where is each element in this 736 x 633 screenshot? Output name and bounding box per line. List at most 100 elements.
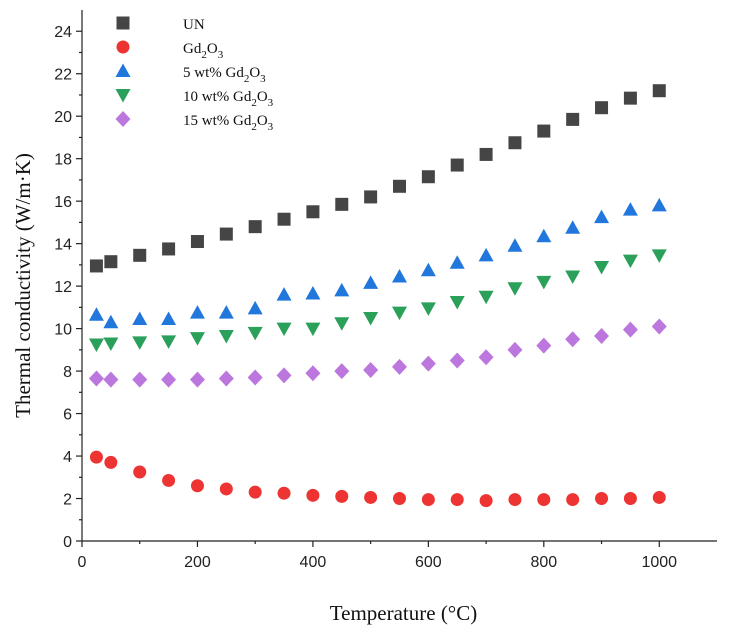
data-point <box>248 220 262 234</box>
data-point <box>537 124 551 138</box>
data-point <box>189 371 205 388</box>
data-point <box>536 337 552 354</box>
series-2 <box>88 197 667 329</box>
legend-text: 10 wt% Gd <box>183 89 252 105</box>
data-point <box>651 318 667 335</box>
data-point <box>305 322 321 337</box>
y-tick-label: 14 <box>54 237 72 254</box>
data-point <box>622 254 638 269</box>
x-tick-label: 0 <box>78 554 87 571</box>
data-point <box>566 493 580 507</box>
y-tick-label: 24 <box>54 24 72 41</box>
legend-text: UN <box>183 17 205 33</box>
legend-text: O <box>207 41 218 57</box>
legend-subscript: 3 <box>260 73 266 85</box>
y-tick-label: 22 <box>54 67 72 84</box>
series-0 <box>89 84 666 273</box>
data-point <box>306 205 320 219</box>
data-point <box>190 479 204 493</box>
data-point <box>161 311 177 326</box>
y-tick-label: 4 <box>63 449 72 466</box>
series-3 <box>88 249 667 353</box>
data-point <box>507 282 523 296</box>
data-point <box>393 179 406 193</box>
data-point <box>565 220 581 234</box>
legend-label: 10 wt% Gd2O3 <box>183 89 274 109</box>
data-point <box>276 322 292 337</box>
data-point <box>162 242 176 256</box>
data-point <box>623 91 637 105</box>
data-point <box>161 335 177 349</box>
data-point <box>218 330 234 344</box>
data-point <box>132 336 148 350</box>
data-point <box>276 287 292 301</box>
legend-label: 15 wt% Gd2O3 <box>183 113 274 133</box>
legend-subscript: 2 <box>244 73 250 85</box>
data-point <box>651 249 667 263</box>
legend-subscript: 3 <box>218 49 224 61</box>
data-point <box>133 248 147 262</box>
data-point <box>652 490 666 504</box>
data-point <box>450 158 464 172</box>
y-tick-label: 20 <box>54 109 72 126</box>
data-point <box>364 190 378 204</box>
data-point <box>247 300 263 315</box>
data-point <box>247 369 263 386</box>
legend-marker <box>116 16 130 30</box>
legend-marker <box>115 63 131 77</box>
data-point <box>132 311 148 326</box>
data-point <box>104 455 118 469</box>
legend-label: UN <box>183 17 205 33</box>
x-tick-label: 1000 <box>641 554 677 571</box>
y-tick-label: 12 <box>54 279 72 296</box>
legend-subscript: 2 <box>251 121 257 133</box>
data-point <box>536 275 552 290</box>
data-point <box>623 492 637 506</box>
data-point <box>219 482 233 496</box>
data-point <box>277 212 291 226</box>
series-4 <box>88 318 667 388</box>
data-point <box>566 112 580 126</box>
data-point <box>161 371 177 388</box>
data-point <box>103 314 119 329</box>
legend-text: O <box>249 65 260 81</box>
data-point <box>565 331 581 348</box>
legend-subscript: 3 <box>268 121 274 133</box>
data-point <box>363 362 379 379</box>
data-point <box>334 317 350 331</box>
data-point <box>420 355 436 372</box>
y-tick-label: 16 <box>54 194 72 211</box>
data-point <box>508 136 522 150</box>
legend-subscript: 2 <box>251 97 257 109</box>
data-point <box>595 101 609 115</box>
data-points <box>88 84 667 508</box>
data-point <box>247 326 263 341</box>
data-point <box>88 307 104 321</box>
x-axis-label: Temperature (°C) <box>330 601 477 625</box>
data-point <box>103 337 119 351</box>
legend-text: O <box>257 113 268 129</box>
data-point <box>478 247 494 262</box>
data-point <box>478 349 494 366</box>
data-point <box>334 282 350 297</box>
y-tick-label: 8 <box>63 364 72 381</box>
data-point <box>536 228 552 243</box>
data-point <box>622 321 638 338</box>
data-point <box>565 270 581 285</box>
data-point <box>594 328 610 345</box>
legend-subscript: 3 <box>268 97 274 109</box>
data-point <box>335 489 349 503</box>
data-point <box>89 259 103 273</box>
legend-label: 5 wt% Gd2O3 <box>183 65 266 85</box>
data-point <box>479 494 493 508</box>
data-point <box>479 147 493 161</box>
data-point <box>392 306 407 321</box>
data-point <box>478 290 494 305</box>
legend-label: Gd2O3 <box>183 41 224 61</box>
data-point <box>218 370 234 387</box>
data-point <box>392 358 407 375</box>
data-point <box>363 311 379 326</box>
data-point <box>305 286 321 300</box>
